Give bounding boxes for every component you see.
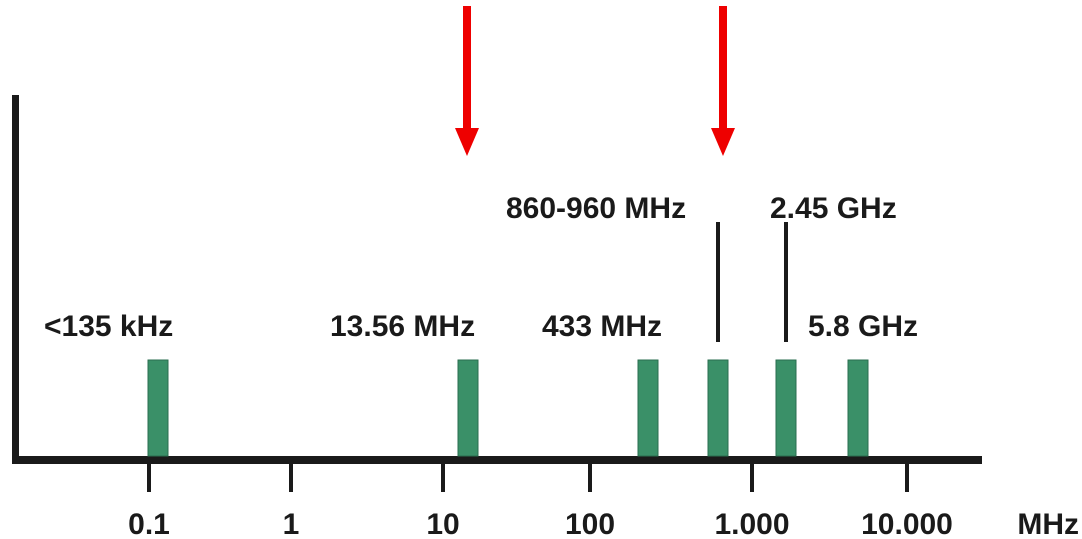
tick-label: 10	[426, 508, 459, 539]
tick-mark	[289, 464, 293, 492]
band-label: <135 kHz	[44, 310, 173, 343]
y-axis-line	[12, 95, 19, 463]
band-label: 13.56 MHz	[330, 310, 475, 343]
band-label: 860-960 MHz	[506, 192, 686, 225]
tick-label: 100	[565, 508, 615, 539]
band-labels: <135 kHz 13.56 MHz 433 MHz 860-960 MHz 2…	[44, 192, 918, 343]
band-bar-2-45ghz	[775, 359, 797, 457]
axis-unit-label: MHz	[1017, 508, 1079, 539]
tick-mark	[750, 464, 754, 492]
x-axis-tick-labels: 0.1 1 10 100 1.000 10.000 MHz	[128, 508, 1079, 539]
band-label: 2.45 GHz	[770, 192, 897, 225]
band-bar-135khz	[147, 359, 169, 457]
tick-mark	[588, 464, 592, 492]
band-bar-13-56mhz	[457, 359, 479, 457]
tick-mark	[147, 464, 151, 492]
highlight-arrow-860-960mhz	[711, 6, 735, 156]
leader-line-2-45ghz	[784, 222, 788, 342]
highlight-arrow-13-56mhz	[455, 6, 479, 156]
band-bar-860-960mhz	[707, 359, 729, 457]
tick-mark	[905, 464, 909, 492]
band-bar-433mhz	[637, 359, 659, 457]
band-label: 5.8 GHz	[808, 310, 918, 343]
tick-mark	[441, 464, 445, 492]
leader-line-860-960mhz	[716, 222, 720, 342]
tick-label: 0.1	[128, 508, 170, 539]
x-axis-ticks	[147, 464, 909, 492]
tick-label: 1	[283, 508, 300, 539]
x-axis-line	[12, 456, 982, 464]
tick-label: 10.000	[861, 508, 953, 539]
band-label: 433 MHz	[542, 310, 662, 343]
tick-label: 1.000	[714, 508, 789, 539]
frequency-bands	[147, 359, 869, 457]
band-bar-5-8ghz	[847, 359, 869, 457]
